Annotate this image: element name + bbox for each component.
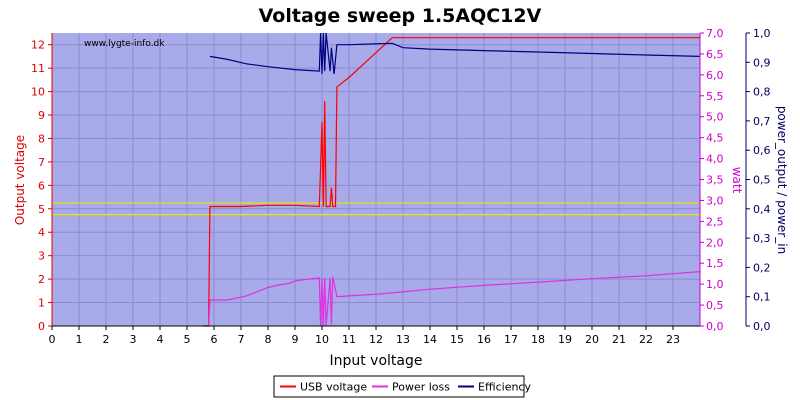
y-left-tick-label: 10 [31,86,45,99]
series-line-usb-voltage [203,37,700,327]
x-axis-label: Input voltage [329,353,422,369]
y-right-watt-tick-label: 5,5 [706,90,724,103]
y-right-watt-tick-label: 1,5 [706,257,724,270]
x-tick-label: 1 [76,333,83,346]
y-right-efficiency-tick-label: 0,0 [753,320,771,333]
y-left-tick-label: 5 [38,203,45,216]
y-right-watt-tick-label: 3,5 [706,174,724,187]
x-tick-label: 23 [666,333,680,346]
y-left-tick-label: 6 [38,179,45,192]
y-right-watt-tick-label: 0,5 [706,299,724,312]
x-tick-label: 14 [423,333,437,346]
y-left-tick-label: 7 [38,156,45,169]
x-tick-label: 19 [558,333,572,346]
reference-lines [52,202,700,216]
x-tick-label: 13 [396,333,410,346]
x-tick-label: 22 [639,333,653,346]
y-right-efficiency-tick-label: 0,4 [753,203,771,216]
legend-label: Power loss [392,381,450,394]
x-tick-label: 10 [315,333,329,346]
legend: USB voltage Power loss Efficiency [273,375,531,398]
x-tick-label: 5 [184,333,191,346]
x-tick-label: 9 [292,333,299,346]
y-right-efficiency-tick-label: 0,1 [753,291,771,304]
axes: 0 1 2 3 4 5 6 7 8 9 10 11 12 13 14 15 16 17 18 19 20 21 22 2301… [31,27,771,346]
y-right-efficiency-tick-label: 0,5 [753,174,771,187]
y-left-tick-label: 12 [31,39,45,52]
y-right-watt-tick-label: 5,0 [706,111,724,124]
x-tick-label: 20 [585,333,599,346]
y-left-axis-label: Output voltage [13,135,27,225]
y-right-watt-tick-label: 4,0 [706,153,724,166]
x-tick-label: 3 [130,333,137,346]
y-left-tick-label: 8 [38,132,45,145]
y-right-efficiency-tick-label: 1,0 [753,27,771,40]
y-right-watt-label: watt [730,167,744,194]
x-tick-label: 7 [238,333,245,346]
x-tick-label: 11 [342,333,356,346]
legend-box [273,375,525,398]
x-tick-label: 15 [450,333,464,346]
y-left-tick-label: 4 [38,226,45,239]
y-left-tick-label: 0 [38,320,45,333]
y-left-tick-label: 9 [38,109,45,122]
y-left-tick-label: 2 [38,273,45,286]
y-right-watt-tick-label: 3,0 [706,194,724,207]
legend-label: USB voltage [300,381,367,394]
x-tick-label: 17 [504,333,518,346]
y-right-efficiency-tick-label: 0,2 [753,261,771,274]
x-tick-label: 2 [103,333,110,346]
y-right-watt-tick-label: 4,5 [706,132,724,145]
y-left-tick-label: 1 [38,297,45,310]
legend-label: Efficiency [478,381,531,394]
y-right-watt-tick-label: 6,5 [706,48,724,61]
series-line-power-loss [203,271,701,327]
y-right-efficiency-tick-label: 0,3 [753,232,771,245]
y-right-efficiency-tick-label: 0,9 [753,56,771,69]
x-tick-label: 21 [612,333,626,346]
y-right-watt-tick-label: 2,5 [706,215,724,228]
x-tick-label: 12 [369,333,383,346]
y-right-watt-tick-label: 6,0 [706,69,724,82]
x-tick-label: 0 [49,333,56,346]
y-right-watt-tick-label: 7,0 [706,27,724,40]
series-line-efficiency [209,32,701,75]
y-right-watt-tick-label: 2,0 [706,236,724,249]
x-tick-label: 4 [157,333,164,346]
chart-title: Voltage sweep 1.5AQC12V [259,5,542,27]
y-right-efficiency-tick-label: 0,6 [753,144,771,157]
x-tick-label: 6 [211,333,218,346]
y-right-watt-tick-label: 1,0 [706,278,724,291]
y-right-watt-tick-label: 0,0 [706,320,724,333]
x-tick-label: 18 [531,333,545,346]
x-tick-label: 8 [265,333,272,346]
watermark-text: www.lygte-info.dk [84,39,165,49]
y-right-efficiency-tick-label: 0,7 [753,115,771,128]
y-left-tick-label: 11 [31,62,45,75]
y-left-tick-label: 3 [38,250,45,263]
series-lines [203,32,701,327]
x-tick-label: 16 [477,333,491,346]
y-right-efficiency-label: power_output / power_in [775,106,789,254]
y-right-efficiency-tick-label: 0,8 [753,86,771,99]
